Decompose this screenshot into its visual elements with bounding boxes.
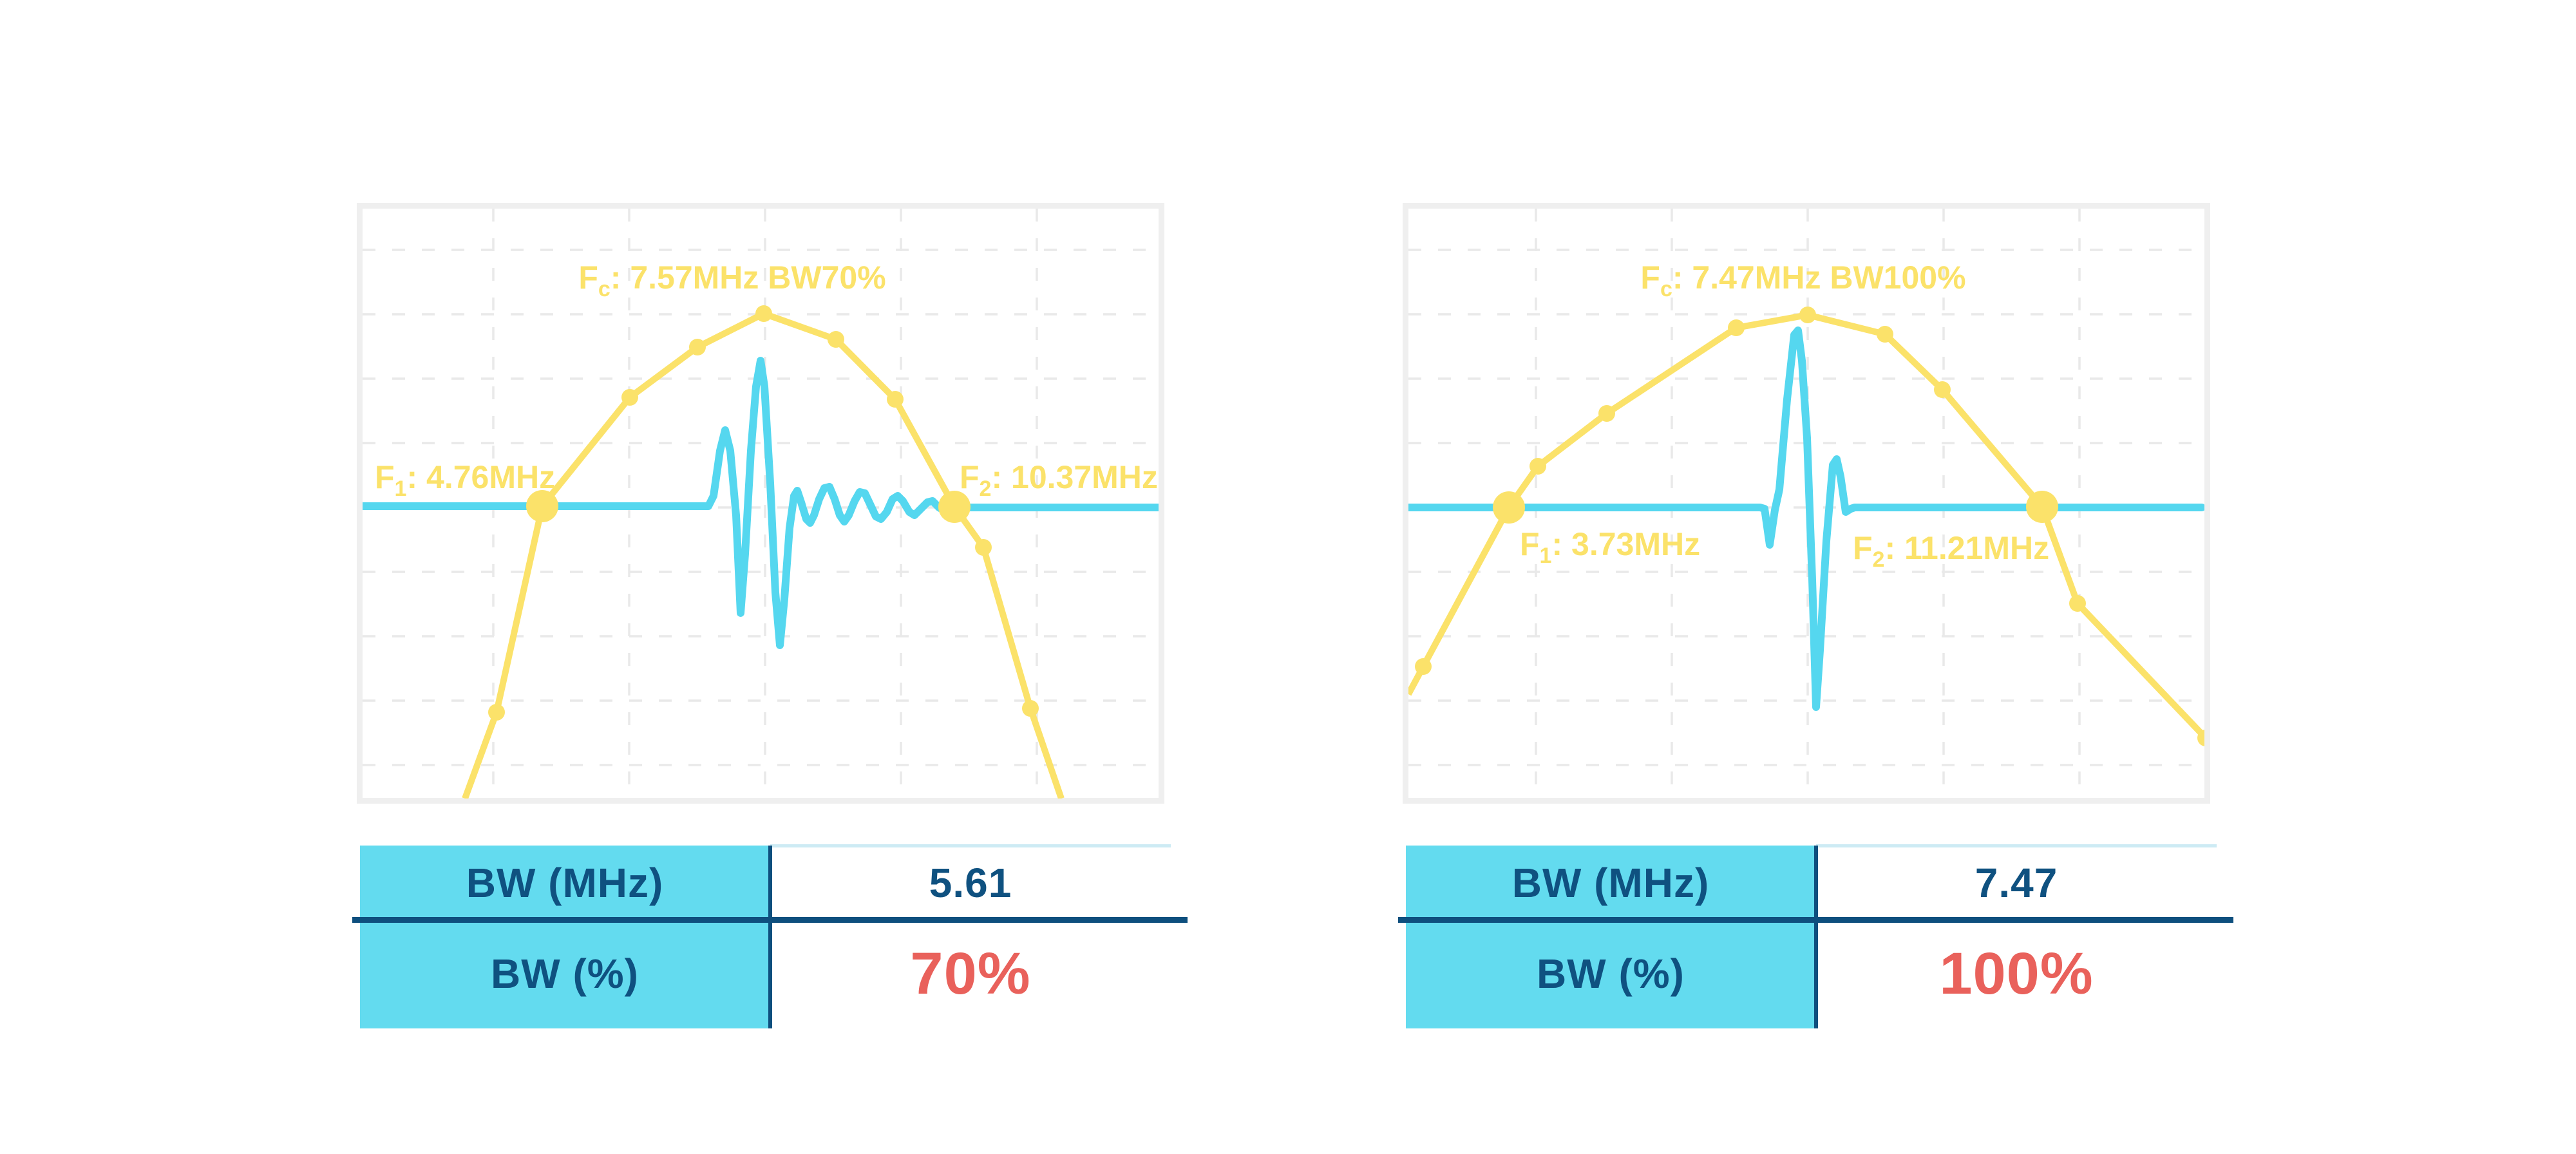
data-point-marker	[1877, 326, 1893, 343]
data-point-marker	[1415, 658, 1432, 675]
spectrum-markers	[488, 305, 1039, 721]
f1-label: F1: 4.76MHz	[375, 459, 555, 501]
data-point-marker	[1598, 405, 1615, 422]
data-point-marker	[828, 331, 844, 348]
spectrum-curve	[462, 310, 1065, 799]
f1-label: F1: 3.73MHz	[1520, 526, 1700, 568]
bw-pct-value: 100%	[1939, 940, 2094, 1007]
crossing-marker	[1493, 491, 1525, 524]
data-point-marker	[1728, 319, 1745, 336]
chart-bw100-svg: Fc: 7.47MHz BW100% F1: 3.73MHz F2: 11.21MH…	[1403, 203, 2210, 804]
crossing-marker	[2026, 491, 2058, 523]
bw-pct-label: BW (%)	[491, 951, 639, 997]
bw-mhz-label: BW (MHz)	[1511, 860, 1710, 906]
table-label-column	[360, 846, 770, 1028]
data-point-marker	[621, 389, 638, 406]
crossing-marker	[526, 490, 558, 522]
value-column-topline	[1816, 844, 2217, 847]
bw-mhz-label: BW (MHz)	[466, 860, 664, 906]
table-column-divider	[1814, 846, 1818, 1028]
table-column-divider	[768, 846, 772, 1028]
bw-mhz-value: 7.47	[1975, 860, 2058, 906]
bw-mhz-value: 5.61	[929, 860, 1012, 906]
table-label-column	[1406, 846, 1816, 1028]
f2-label: F2: 10.37MHz	[960, 459, 1158, 501]
value-column-topline	[770, 844, 1171, 847]
data-point-marker	[1022, 700, 1039, 717]
data-point-marker	[2197, 730, 2204, 746]
data-point-marker	[488, 704, 505, 721]
chart-bw70-svg: Fc: 7.57MHz BW70% F1: 4.76MHz F2: 10.37MHz	[357, 203, 1164, 804]
bw-pct-label: BW (%)	[1537, 951, 1685, 997]
crossing-marker	[938, 491, 971, 523]
fc-label: Fc: 7.57MHz BW70%	[578, 260, 886, 301]
pulse-waveform	[363, 357, 1159, 649]
data-point-marker	[689, 339, 706, 355]
data-point-marker	[975, 539, 992, 556]
f2-label: F2: 11.21MHz	[1853, 530, 2049, 572]
chart-bw70: Fc: 7.57MHz BW70% F1: 4.76MHz F2: 10.37MHz	[357, 203, 1164, 804]
data-point-marker	[1799, 307, 1816, 323]
data-point-marker	[2069, 595, 2086, 612]
chart-bw100: Fc: 7.47MHz BW100% F1: 3.73MHz F2: 11.21MH…	[1403, 203, 2210, 804]
data-point-marker	[1934, 381, 1951, 398]
fc-label: Fc: 7.47MHz BW100%	[1640, 260, 1965, 301]
data-point-marker	[887, 391, 904, 408]
spectrum-markers	[1415, 307, 2204, 746]
data-point-marker	[1530, 458, 1546, 475]
bw-pct-value: 70%	[910, 940, 1031, 1007]
data-point-marker	[755, 305, 772, 322]
pulse-waveform	[1408, 326, 2204, 711]
spectrum-curve	[1408, 312, 2204, 741]
